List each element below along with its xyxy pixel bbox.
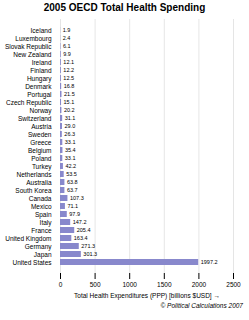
svg-text:South Korea: South Korea bbox=[15, 187, 52, 194]
svg-text:New Zealand: New Zealand bbox=[13, 51, 52, 58]
svg-text:29.0: 29.0 bbox=[65, 123, 76, 129]
svg-text:Belgium: Belgium bbox=[28, 147, 51, 155]
svg-text:Finland: Finland bbox=[30, 67, 52, 74]
svg-text:35.4: 35.4 bbox=[65, 147, 76, 153]
svg-text:163.4: 163.4 bbox=[74, 235, 88, 241]
svg-text:97.9: 97.9 bbox=[69, 211, 80, 217]
svg-text:United Kingdom: United Kingdom bbox=[5, 235, 51, 243]
svg-text:Denmark: Denmark bbox=[25, 83, 52, 90]
svg-text:France: France bbox=[31, 227, 52, 234]
svg-text:Italy: Italy bbox=[40, 219, 53, 227]
svg-text:147.2: 147.2 bbox=[73, 219, 87, 225]
svg-text:33.1: 33.1 bbox=[65, 155, 76, 161]
svg-text:500: 500 bbox=[90, 281, 101, 288]
svg-text:20.2: 20.2 bbox=[64, 107, 75, 113]
svg-text:Sweden: Sweden bbox=[28, 131, 52, 138]
svg-text:33.1: 33.1 bbox=[65, 139, 76, 145]
svg-text:15.1: 15.1 bbox=[64, 99, 75, 105]
svg-text:Portugal: Portugal bbox=[27, 91, 52, 99]
svg-text:1997.2: 1997.2 bbox=[201, 259, 218, 265]
svg-text:1000: 1000 bbox=[122, 281, 137, 288]
svg-text:63.8: 63.8 bbox=[67, 179, 78, 185]
svg-text:21.5: 21.5 bbox=[64, 91, 75, 97]
svg-text:Hungary: Hungary bbox=[27, 75, 52, 83]
svg-text:Ireland: Ireland bbox=[32, 59, 52, 66]
svg-text:1500: 1500 bbox=[157, 281, 172, 288]
svg-text:26.3: 26.3 bbox=[64, 131, 75, 137]
svg-text:Switzerland: Switzerland bbox=[18, 115, 52, 122]
svg-text:12.2: 12.2 bbox=[63, 67, 74, 73]
svg-text:63.7: 63.7 bbox=[67, 187, 78, 193]
svg-text:301.3: 301.3 bbox=[83, 251, 97, 257]
svg-text:Netherlands: Netherlands bbox=[16, 171, 52, 178]
svg-text:271.3: 271.3 bbox=[81, 243, 95, 249]
svg-text:Norway: Norway bbox=[29, 107, 52, 115]
svg-text:53.5: 53.5 bbox=[66, 171, 77, 177]
svg-text:United States: United States bbox=[12, 259, 52, 266]
svg-text:12.5: 12.5 bbox=[63, 75, 74, 81]
svg-text:Slovak Republic: Slovak Republic bbox=[5, 43, 52, 51]
svg-text:Spain: Spain bbox=[35, 211, 52, 219]
svg-text:Turkey: Turkey bbox=[32, 163, 52, 171]
html-text:© Political Calculations 2007: © Political Calculations 2007 bbox=[160, 302, 243, 309]
svg-text:71.1: 71.1 bbox=[67, 203, 78, 209]
svg-text:6.1: 6.1 bbox=[63, 43, 71, 49]
svg-text:2500: 2500 bbox=[226, 281, 241, 288]
svg-text:205.4: 205.4 bbox=[77, 227, 91, 233]
svg-text:2.4: 2.4 bbox=[63, 35, 71, 41]
svg-text:16.8: 16.8 bbox=[64, 83, 75, 89]
svg-text:42.2: 42.2 bbox=[65, 163, 76, 169]
svg-text:12.1: 12.1 bbox=[63, 59, 74, 65]
svg-text:Total Health Expenditures (PPP: Total Health Expenditures (PPP) [billion… bbox=[74, 292, 220, 300]
svg-text:Australia: Australia bbox=[26, 179, 52, 186]
svg-text:Canada: Canada bbox=[29, 195, 52, 202]
svg-text:0: 0 bbox=[59, 281, 63, 288]
svg-text:Czech Republic: Czech Republic bbox=[6, 99, 52, 107]
svg-text:Iceland: Iceland bbox=[31, 27, 52, 34]
svg-text:Luxembourg: Luxembourg bbox=[15, 35, 52, 43]
svg-text:2000: 2000 bbox=[192, 281, 207, 288]
svg-text:31.1: 31.1 bbox=[65, 115, 76, 121]
svg-text:Greece: Greece bbox=[30, 139, 52, 146]
svg-text:9.9: 9.9 bbox=[63, 51, 71, 57]
svg-text:Austria: Austria bbox=[31, 123, 52, 130]
svg-text:107.3: 107.3 bbox=[70, 195, 84, 201]
html-text:2005 OECD Total Health Spendin: 2005 OECD Total Health Spending bbox=[43, 2, 206, 13]
svg-text:Mexico: Mexico bbox=[31, 203, 52, 210]
svg-text:1.9: 1.9 bbox=[63, 27, 71, 33]
svg-text:Germany: Germany bbox=[25, 243, 52, 251]
svg-text:Poland: Poland bbox=[31, 155, 52, 162]
svg-text:Japan: Japan bbox=[34, 251, 52, 259]
